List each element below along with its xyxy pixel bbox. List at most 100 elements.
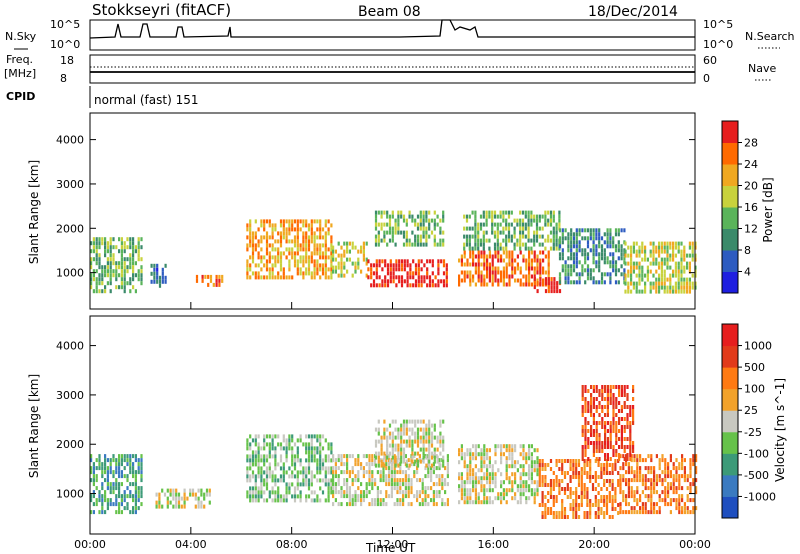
velocity-cell [296, 438, 299, 443]
velocity-cell [330, 442, 333, 447]
power-cell [466, 270, 469, 275]
velocity-cell [246, 466, 249, 471]
power-cell [669, 257, 672, 262]
velocity-cell [611, 467, 614, 471]
velocity-cell [92, 462, 95, 467]
velocity-cell [388, 443, 392, 448]
power-cell [581, 228, 584, 233]
velocity-cell [360, 502, 363, 507]
power-cell [482, 238, 485, 243]
power-cell [510, 238, 513, 243]
velocity-cell [472, 468, 475, 473]
velocity-cell [644, 502, 647, 507]
power-cell [132, 237, 135, 242]
velocity-cell [422, 419, 425, 424]
velocity-cell [397, 431, 400, 436]
velocity-cell [268, 446, 271, 451]
velocity-cell [118, 502, 121, 507]
freq-frame [89, 54, 696, 84]
power-cell [535, 214, 539, 219]
power-cell [257, 227, 260, 232]
power-cell [425, 230, 428, 235]
power-cell [646, 269, 649, 274]
velocity-cell [251, 462, 255, 467]
velocity-cell [299, 498, 302, 503]
velocity-cell [597, 463, 600, 467]
power-cell [90, 261, 93, 266]
velocity-cell [249, 454, 252, 459]
velocity-cell [577, 475, 581, 479]
power-cell [156, 267, 159, 272]
power-cell [316, 259, 319, 264]
velocity-cell [508, 464, 511, 469]
velocity-cell [636, 462, 639, 467]
velocity-cell [511, 484, 514, 489]
velocity-cell [251, 454, 255, 459]
velocity-cell [365, 470, 368, 475]
power-cell [271, 247, 274, 252]
power-cell [680, 241, 683, 246]
velocity-cell [351, 498, 354, 503]
velocity-cell [380, 443, 383, 448]
velocity-cell [104, 466, 107, 471]
velocity-cell [541, 467, 544, 471]
velocity-cell [692, 462, 695, 467]
velocity-cell [386, 427, 389, 432]
power-cell [581, 248, 584, 253]
velocity-cell [441, 474, 444, 479]
power-cell [291, 251, 294, 256]
power-cell [118, 273, 121, 278]
velocity-cell [348, 486, 351, 491]
velocity-cell [379, 502, 382, 507]
velocity-cell [285, 494, 288, 499]
velocity-cell [442, 443, 445, 448]
power-cell [600, 252, 604, 257]
power-cell [584, 256, 587, 261]
power-cell [416, 222, 420, 227]
power-cell [683, 289, 686, 294]
power-cell [499, 230, 502, 235]
power-cell [436, 242, 439, 247]
power-cell [592, 244, 595, 249]
velocity-cell [463, 480, 466, 485]
velocity-cell [678, 506, 681, 511]
velocity-cell [474, 452, 477, 457]
power-cell [491, 218, 494, 223]
power-cell [316, 251, 319, 256]
velocity-cell [391, 435, 394, 440]
power-cell [423, 263, 426, 268]
velocity-cell [334, 498, 337, 503]
velocity-cell [647, 498, 650, 503]
velocity-cell [633, 458, 636, 463]
velocity-cell [404, 454, 407, 459]
velocity-cell [285, 446, 288, 451]
power-cell [372, 271, 376, 276]
velocity-cell [208, 500, 211, 505]
power-cell [536, 278, 539, 283]
velocity-colorbar-bin [722, 410, 738, 433]
power-cell [612, 236, 615, 241]
power-cell [483, 266, 486, 271]
power-cell [346, 241, 349, 246]
velocity-cell [254, 442, 257, 447]
power-cell [132, 285, 135, 290]
power-cell [416, 214, 420, 219]
power-cell [337, 265, 340, 270]
power-cell [378, 263, 381, 268]
power-cell [652, 261, 655, 266]
power-cell [649, 269, 652, 274]
velocity-cell [377, 463, 380, 468]
power-cell [417, 271, 420, 276]
power-cell [505, 222, 508, 227]
power-cell [327, 227, 330, 232]
power-cell [400, 259, 404, 264]
power-cell [365, 257, 368, 262]
power-cell [592, 256, 595, 261]
velocity-cell [393, 502, 396, 507]
power-cell [98, 277, 101, 282]
velocity-cell [319, 462, 322, 467]
power-cell [632, 265, 635, 270]
power-cell [104, 253, 107, 258]
velocity-cell [555, 515, 558, 519]
velocity-xtick-label: 00:00 [679, 538, 711, 551]
